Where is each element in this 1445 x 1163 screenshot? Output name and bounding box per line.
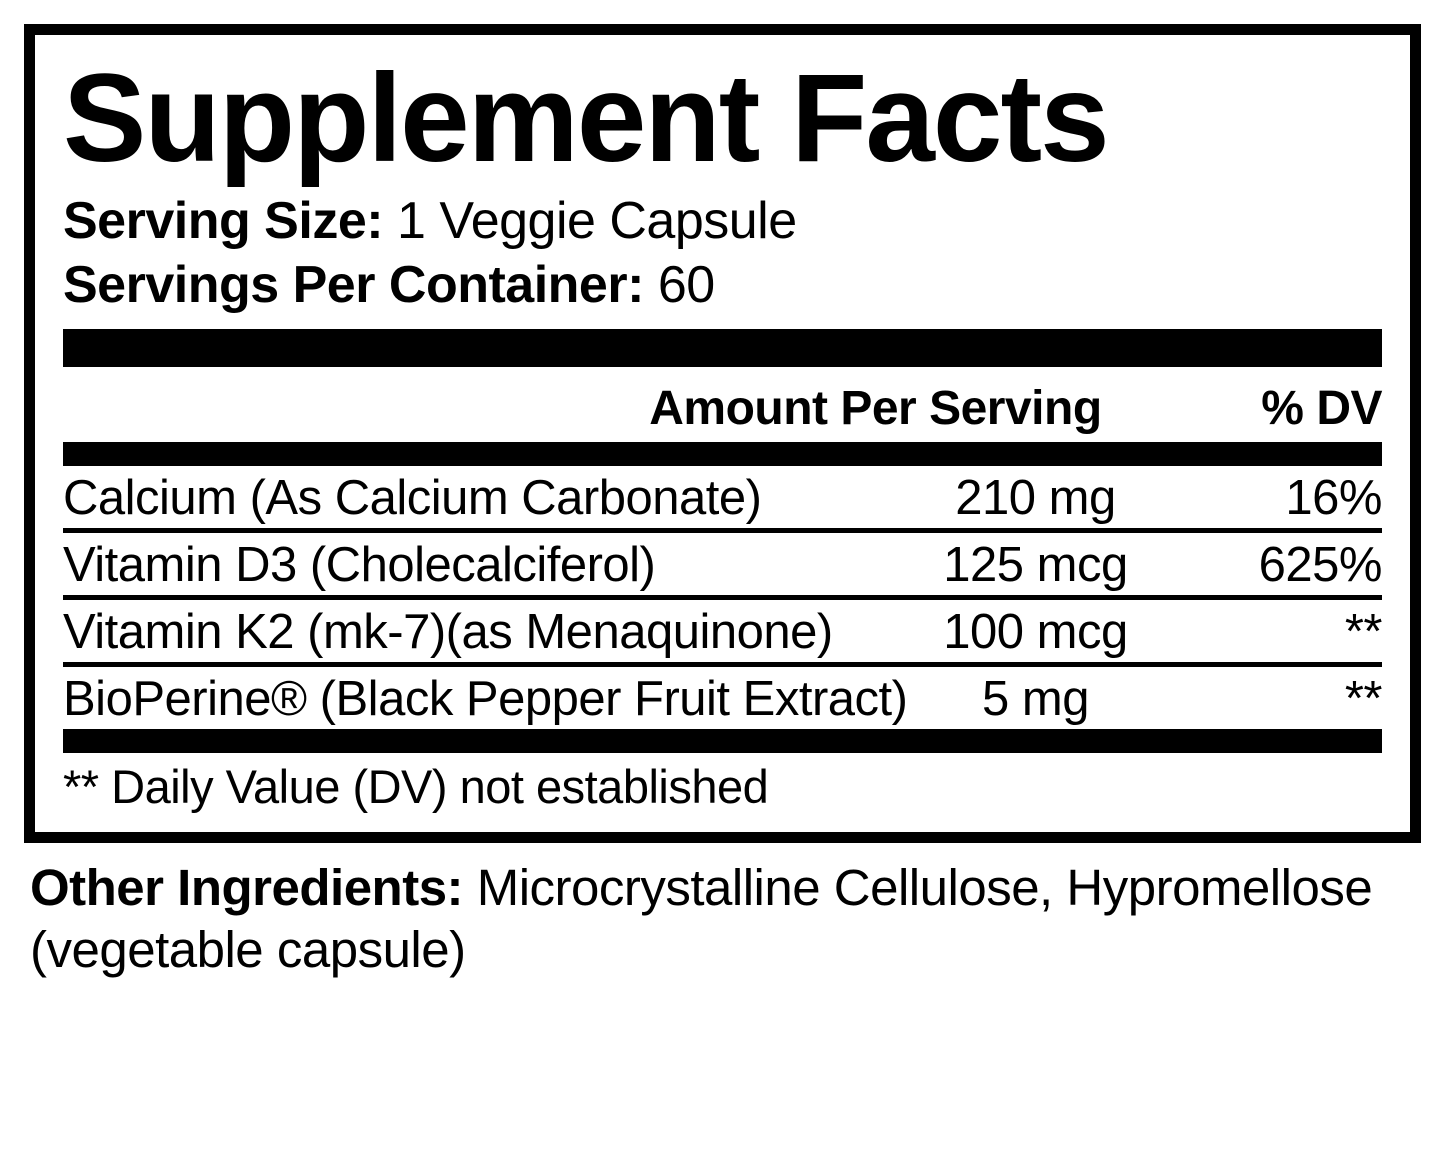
nutrient-dv: 625% xyxy=(1164,531,1382,598)
nutrient-dv: 16% xyxy=(1164,466,1382,531)
nutrient-dv: ** xyxy=(1164,665,1382,730)
serving-size-value: 1 Veggie Capsule xyxy=(383,192,797,250)
nutrient-amount: 100 mcg xyxy=(907,598,1163,665)
column-header-spacer xyxy=(63,381,589,436)
nutrient-name: Vitamin D3 (Cholecalciferol) xyxy=(63,531,907,598)
serving-size-label: Serving Size: xyxy=(63,192,383,250)
other-ingredients-line: Other Ingredients: Microcrystalline Cell… xyxy=(24,857,1421,981)
column-header-row: Amount Per Serving % DV xyxy=(63,367,1382,442)
servings-per-container-label: Servings Per Container: xyxy=(63,256,644,314)
servings-per-container-line: Servings Per Container: 60 xyxy=(63,254,1382,317)
divider-mid xyxy=(63,442,1382,466)
panel-title: Supplement Facts xyxy=(63,53,1382,184)
dv-footnote: ** Daily Value (DV) not established xyxy=(63,753,1382,818)
supplement-facts-panel: Supplement Facts Serving Size: 1 Veggie … xyxy=(24,24,1421,843)
divider-mid xyxy=(63,729,1382,753)
table-row: Vitamin D3 (Cholecalciferol) 125 mcg 625… xyxy=(63,531,1382,598)
nutrient-dv: ** xyxy=(1164,598,1382,665)
other-ingredients-label: Other Ingredients: xyxy=(30,859,463,916)
serving-size-line: Serving Size: 1 Veggie Capsule xyxy=(63,190,1382,253)
nutrient-name: Vitamin K2 (mk-7)(as Menaquinone) xyxy=(63,598,907,665)
table-row: Vitamin K2 (mk-7)(as Menaquinone) 100 mc… xyxy=(63,598,1382,665)
nutrient-amount: 5 mg xyxy=(907,665,1163,730)
nutrients-table: Calcium (As Calcium Carbonate) 210 mg 16… xyxy=(63,466,1382,729)
table-row: BioPerine® (Black Pepper Fruit Extract) … xyxy=(63,665,1382,730)
divider-thick xyxy=(63,329,1382,367)
table-row: Calcium (As Calcium Carbonate) 210 mg 16… xyxy=(63,466,1382,531)
nutrient-name: Calcium (As Calcium Carbonate) xyxy=(63,466,907,531)
nutrient-name: BioPerine® (Black Pepper Fruit Extract) xyxy=(63,665,907,730)
servings-per-container-value: 60 xyxy=(644,256,715,314)
nutrient-amount: 210 mg xyxy=(907,466,1163,531)
nutrient-amount: 125 mcg xyxy=(907,531,1163,598)
column-header-amount: Amount Per Serving xyxy=(589,381,1162,436)
column-header-dv: % DV xyxy=(1162,381,1382,436)
